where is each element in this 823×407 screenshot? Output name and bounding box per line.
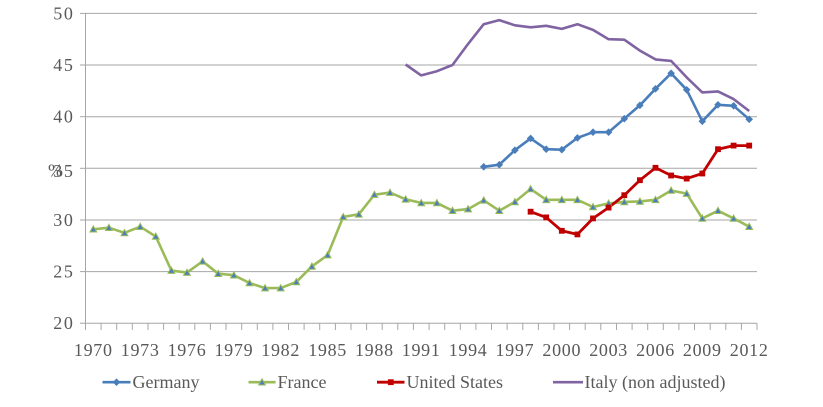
svg-text:2000: 2000 — [542, 340, 581, 360]
svg-text:25: 25 — [53, 262, 74, 282]
svg-text:2009: 2009 — [683, 340, 722, 360]
svg-text:1976: 1976 — [168, 340, 207, 360]
svg-text:1994: 1994 — [449, 340, 488, 360]
svg-text:1973: 1973 — [121, 340, 160, 360]
svg-text:United States: United States — [407, 372, 504, 392]
svg-text:1970: 1970 — [74, 340, 113, 360]
svg-text:45: 45 — [53, 55, 74, 75]
svg-text:1991: 1991 — [402, 340, 441, 360]
svg-text:2006: 2006 — [636, 340, 675, 360]
svg-text:1985: 1985 — [308, 340, 347, 360]
svg-text:2012: 2012 — [730, 340, 769, 360]
svg-text:35: 35 — [53, 161, 74, 181]
svg-text:Italy (non adjusted): Italy (non adjusted) — [585, 372, 726, 393]
svg-text:France: France — [278, 372, 327, 392]
svg-text:1979: 1979 — [214, 340, 253, 360]
svg-text:%: % — [48, 161, 63, 181]
svg-text:2003: 2003 — [589, 340, 628, 360]
svg-text:1988: 1988 — [355, 340, 394, 360]
svg-text:40: 40 — [53, 107, 74, 127]
svg-text:50: 50 — [53, 3, 74, 23]
svg-text:30: 30 — [53, 210, 74, 230]
svg-text:1997: 1997 — [495, 340, 534, 360]
svg-text:1982: 1982 — [261, 340, 300, 360]
svg-text:Germany: Germany — [133, 372, 200, 392]
svg-text:20: 20 — [53, 313, 74, 333]
